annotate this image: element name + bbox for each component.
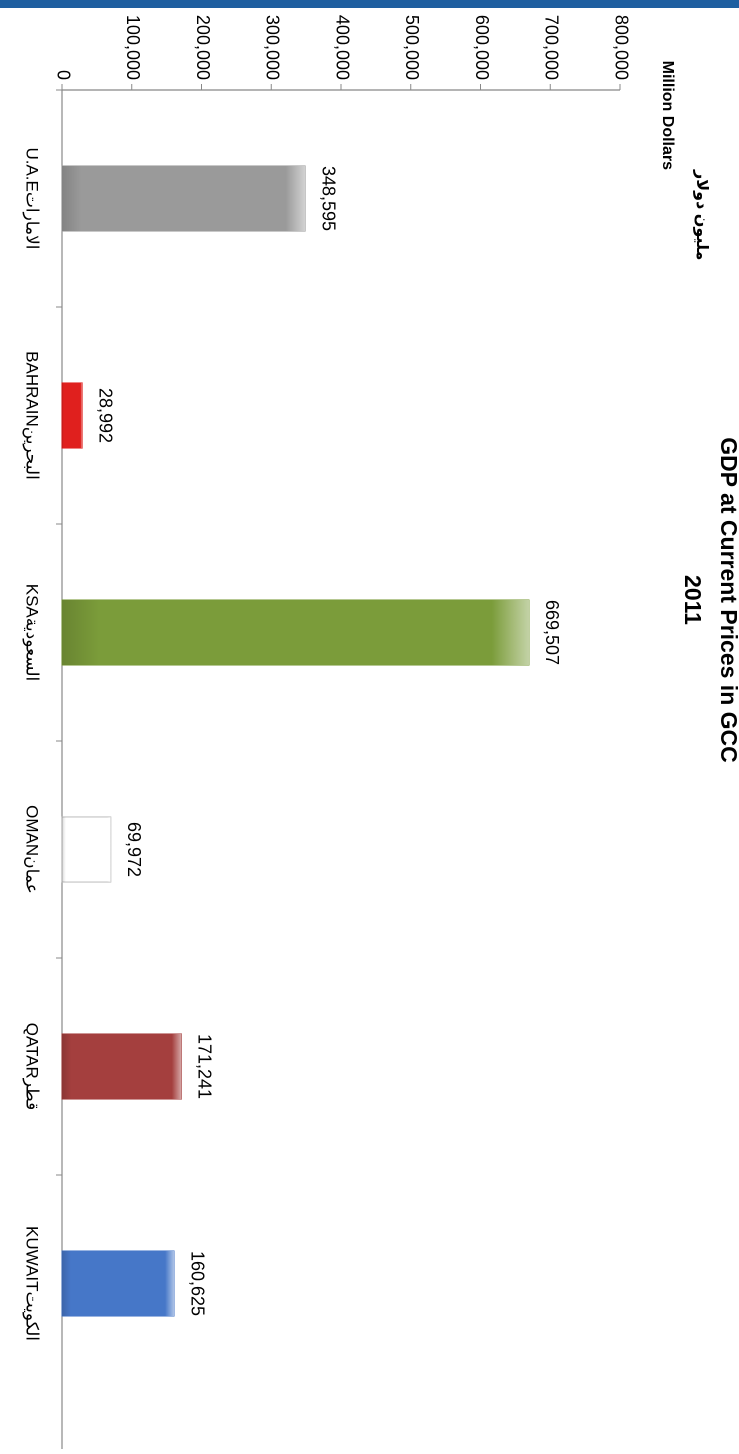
bar-shine xyxy=(62,1033,182,1100)
y-tick-label: 400,000 xyxy=(332,15,352,80)
chart-subtitle: 2011 xyxy=(680,575,706,625)
bar-shine xyxy=(62,1250,175,1317)
y-tick-label: 800,000 xyxy=(611,15,631,80)
x-tick-label: KSAالسعودية xyxy=(23,584,42,682)
data-label: 28,992 xyxy=(95,388,115,443)
y-axis-title: Million Dollars xyxy=(659,61,676,170)
chart-title: GDP at Current Prices in GCC xyxy=(716,437,739,763)
chart-body: GDP at Current Prices in GCC 2011 مليون … xyxy=(23,15,739,1449)
bar-shine xyxy=(62,816,111,883)
bar-shine xyxy=(61,599,529,666)
data-label: 160,625 xyxy=(187,1251,207,1316)
y-tick-label: 500,000 xyxy=(402,15,422,80)
data-label: 69,972 xyxy=(124,822,144,877)
y-tick-label: 100,000 xyxy=(123,15,143,80)
bar-shine xyxy=(62,382,83,449)
x-tick-label: BAHRAINالبحرين xyxy=(23,351,42,480)
y-tick-label: 0 xyxy=(53,70,73,80)
data-label: 171,241 xyxy=(195,1034,215,1099)
bar-shine xyxy=(62,165,306,232)
x-tick-label: U.A.Eالامارات xyxy=(23,147,42,249)
data-label: 348,595 xyxy=(318,166,338,231)
x-tick-label: KUWAITالكويت xyxy=(23,1226,42,1341)
top-bar xyxy=(0,0,739,8)
y-axis-title-ar: مليون دولار xyxy=(693,169,710,260)
y-tick-label: 200,000 xyxy=(193,15,213,80)
y-tick-label: 700,000 xyxy=(542,15,562,80)
y-tick-label: 600,000 xyxy=(472,15,492,80)
x-tick-label: OMANعمان xyxy=(23,805,42,894)
x-tick-label: QATARقطر xyxy=(23,1023,42,1111)
y-tick-label: 300,000 xyxy=(263,15,283,80)
data-label: 669,507 xyxy=(542,600,562,665)
